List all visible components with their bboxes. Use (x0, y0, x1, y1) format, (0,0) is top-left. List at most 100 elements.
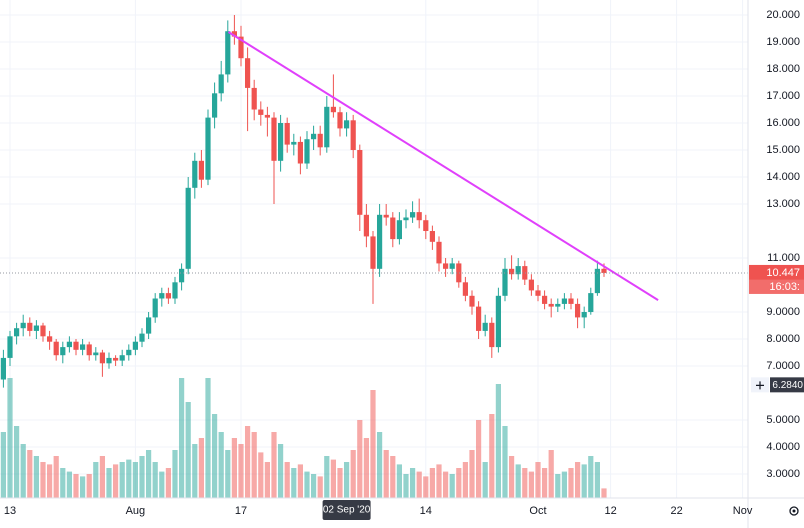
settings-icon[interactable] (789, 506, 799, 516)
volume-bar (284, 462, 290, 498)
candle-body (429, 231, 435, 242)
candle-body (409, 212, 416, 218)
candle-body (469, 295, 475, 307)
candle-body (284, 123, 290, 145)
candle-body (522, 266, 528, 280)
last-price-box (749, 264, 804, 280)
volume-bar (528, 471, 534, 498)
volume-bar (561, 471, 567, 498)
volume-bar (482, 462, 488, 498)
y-tick-label: 7.0000 (766, 360, 800, 372)
volume-bar (119, 462, 125, 498)
volume-bar (442, 471, 449, 498)
candle-body (370, 236, 376, 269)
y-tick-label: 5.0000 (766, 414, 800, 426)
candle-body (449, 263, 455, 269)
candle-body (515, 266, 521, 275)
candle-body (198, 160, 204, 180)
candle-body (548, 303, 554, 307)
volume-bar (244, 426, 251, 498)
volume-bar (211, 414, 218, 498)
candle-body (106, 357, 112, 364)
volume-bar (310, 474, 317, 498)
volume-bar (508, 456, 515, 498)
volume-bar (106, 468, 112, 498)
volume-bar (218, 432, 224, 498)
candle-body (416, 212, 422, 221)
candle-body (192, 160, 198, 188)
volume-bar (152, 462, 158, 498)
volume-bar (132, 462, 138, 498)
volume-bar (93, 462, 99, 498)
volume-bar (495, 384, 501, 498)
volume-bar (330, 459, 336, 498)
candle-body (337, 112, 343, 129)
volume-bar (172, 450, 178, 498)
x-tick-label: 14 (420, 505, 432, 517)
candle-body (502, 268, 508, 296)
x-tick-label: Nov (733, 505, 753, 517)
candle-body (165, 293, 171, 299)
volume-bar (192, 444, 198, 498)
countdown-box (749, 279, 804, 294)
volume-bar (343, 462, 350, 498)
volume-bar (304, 471, 310, 498)
volume-bar (86, 474, 92, 498)
candle-body (145, 317, 152, 334)
volume-bar (53, 456, 59, 498)
candle-body (46, 336, 53, 342)
y-tick-label: 13.000 (766, 198, 800, 210)
volume-bar (277, 444, 284, 498)
gear-center[interactable] (792, 509, 796, 513)
y-tick-label: 19.000 (766, 36, 800, 48)
volume-bar (383, 450, 389, 498)
volume-bar (409, 468, 416, 498)
candle-body (423, 220, 429, 232)
y-tick-label: 3.0000 (766, 468, 800, 480)
y-tick-label: 20.000 (766, 9, 800, 21)
volume-bar (370, 390, 376, 498)
volume-bar (357, 420, 363, 498)
candle-body (178, 268, 185, 283)
y-tick-label: 18.000 (766, 63, 800, 75)
add-alert-button[interactable] (751, 377, 769, 393)
x-tick-label: 22 (670, 505, 682, 517)
volume-bar (27, 450, 33, 498)
candle-body (244, 58, 251, 88)
volume-bar (489, 414, 495, 498)
candle-body (489, 322, 495, 348)
candle-body (277, 123, 284, 161)
volume-bar (449, 474, 455, 498)
volume-bar (126, 459, 132, 498)
plus-icon[interactable] (756, 381, 764, 390)
volume-bar (515, 464, 521, 498)
volume-bar (337, 468, 343, 498)
candle-body (297, 141, 303, 164)
volume-bar (376, 432, 383, 498)
volume-bar (535, 462, 541, 498)
volume-bar (73, 474, 79, 498)
candle-body (310, 133, 317, 140)
volume-bar (198, 438, 204, 498)
candle-body (225, 31, 231, 75)
volume-bar (594, 462, 600, 498)
volume-bar (225, 450, 231, 498)
volume-bar (165, 468, 171, 498)
candle-body (0, 357, 6, 380)
candle-body (99, 352, 105, 364)
candle-body (390, 217, 396, 240)
volume-bar (264, 462, 270, 498)
volume-bar (46, 464, 53, 498)
candle-body (357, 150, 363, 215)
candle-body (79, 344, 86, 350)
volume-bar (99, 456, 105, 498)
y-tick-label: 17.000 (766, 90, 800, 102)
gear[interactable] (789, 506, 799, 516)
volume-bar (403, 474, 409, 498)
candle-body (350, 120, 356, 151)
volume-bar (297, 464, 303, 498)
last-price-label: 10.447 (766, 267, 800, 279)
candle-body (119, 355, 125, 361)
candle-body (126, 349, 132, 356)
